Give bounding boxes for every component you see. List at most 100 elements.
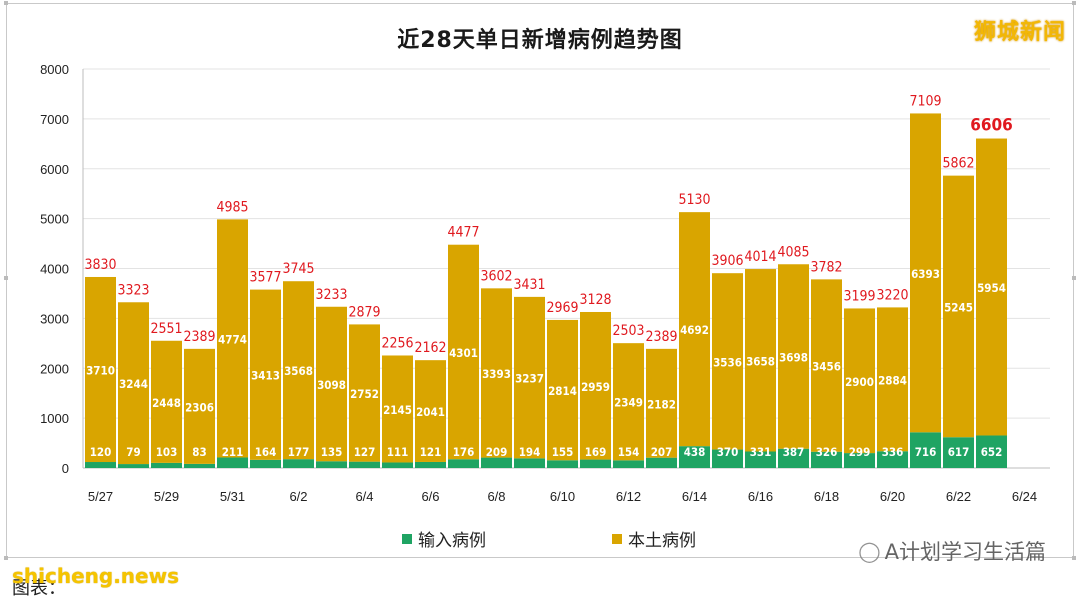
data-label-local: 2349: [614, 396, 643, 410]
data-label-imported: 716: [915, 445, 937, 459]
data-label-local: 3413: [251, 369, 280, 383]
data-label-imported: 370: [717, 445, 739, 459]
data-label-total: 3782: [810, 259, 842, 275]
bar-local: [976, 138, 1007, 436]
bar-imported: [448, 459, 479, 468]
bar-local: [217, 219, 248, 458]
data-label-local: 5245: [944, 300, 973, 314]
data-label-total: 6606: [970, 116, 1013, 136]
bar-local: [877, 307, 908, 452]
x-tick-label: 6/20: [880, 489, 905, 504]
data-label-imported: 617: [948, 445, 970, 459]
bar-imported: [580, 459, 611, 468]
bar-imported: [481, 457, 512, 468]
data-label-total: 7109: [909, 93, 941, 109]
data-label-total: 3431: [513, 277, 545, 293]
legend-item-local: 本土病例: [612, 526, 696, 551]
resize-handle[interactable]: [1072, 556, 1076, 560]
data-label-local: 3698: [779, 350, 808, 364]
bar-imported: [382, 462, 413, 468]
data-label-imported: 211: [222, 445, 244, 459]
bar-local: [679, 212, 710, 447]
bar-local: [316, 306, 347, 462]
data-label-total: 3830: [84, 257, 116, 273]
bar-local: [910, 113, 941, 433]
bar-imported: [646, 457, 677, 468]
bar-local: [151, 340, 182, 463]
y-tick-label: 5000: [40, 212, 69, 227]
data-label-local: 2884: [878, 373, 907, 387]
y-tick-label: 6000: [40, 162, 69, 177]
y-tick-label: 0: [62, 461, 69, 476]
resize-handle[interactable]: [4, 276, 8, 280]
data-label-imported: 331: [750, 445, 772, 459]
bar-imported: [745, 451, 776, 468]
data-label-total: 2162: [414, 340, 446, 356]
x-tick-label: 5/29: [154, 489, 179, 504]
bar-imported: [811, 451, 842, 468]
bar-imported: [679, 446, 710, 468]
bar-local: [943, 175, 974, 438]
x-tick-label: 5/27: [88, 489, 113, 504]
x-tick-label: 5/31: [220, 489, 245, 504]
resize-handle[interactable]: [1072, 276, 1076, 280]
x-tick-label: 6/22: [946, 489, 971, 504]
resize-handle[interactable]: [4, 556, 8, 560]
resize-handle[interactable]: [4, 1, 8, 5]
bar-imported: [85, 462, 116, 468]
data-label-local: 5954: [977, 281, 1006, 295]
bar-local: [415, 360, 446, 462]
bar-local: [382, 355, 413, 463]
data-label-total: 3323: [117, 282, 149, 298]
data-label-total: 3220: [876, 287, 908, 303]
wechat-account-label: A计划学习生活篇: [884, 540, 1046, 564]
bar-imported: [910, 432, 941, 468]
data-label-local: 4692: [680, 323, 709, 337]
data-label-total: 3128: [579, 292, 611, 308]
legend-swatch-local: [612, 533, 622, 544]
bar-imported: [151, 462, 182, 468]
data-label-local: 3710: [86, 363, 115, 377]
bar-imported: [217, 457, 248, 468]
data-label-imported: 336: [882, 445, 904, 459]
bar-local: [844, 308, 875, 454]
data-label-total: 2551: [150, 321, 182, 337]
data-label-total: 4085: [777, 244, 809, 260]
data-label-total: 3199: [843, 288, 875, 304]
data-label-imported: 194: [519, 445, 541, 459]
bar-imported: [877, 451, 908, 468]
data-label-total: 4985: [216, 199, 248, 215]
bar-local: [184, 348, 215, 464]
bar-imported: [184, 463, 215, 468]
legend-swatch-imported: [402, 533, 412, 544]
bar-local: [712, 273, 743, 450]
data-label-imported: 326: [816, 445, 838, 459]
bar-local: [778, 264, 809, 449]
legend-item-imported: 输入病例: [402, 526, 486, 551]
bar-local: [481, 288, 512, 458]
data-label-imported: 111: [387, 445, 409, 459]
data-label-local: 3568: [284, 364, 313, 378]
x-tick-label: 6/4: [355, 489, 373, 504]
bar-local: [85, 276, 116, 463]
legend-label-imported: 输入病例: [418, 531, 486, 551]
resize-handle[interactable]: [1072, 1, 1076, 5]
data-label-local: 3393: [482, 367, 511, 381]
data-label-total: 2503: [612, 323, 644, 339]
data-label-imported: 154: [618, 445, 640, 459]
y-tick-label: 1000: [40, 411, 69, 426]
data-label-total: 4477: [447, 225, 479, 241]
data-label-imported: 387: [783, 445, 805, 459]
data-label-local: 4774: [218, 332, 247, 346]
x-tick-label: 6/12: [616, 489, 641, 504]
data-label-local: 2306: [185, 400, 214, 414]
data-label-local: 2041: [416, 405, 445, 419]
chart-title: 近28天单日新增病例趋势图: [397, 28, 683, 53]
data-label-local: 2814: [548, 384, 577, 398]
data-label-imported: 209: [486, 445, 508, 459]
data-label-imported: 652: [981, 445, 1003, 459]
data-label-local: 2959: [581, 380, 610, 394]
bar-imported: [613, 460, 644, 468]
bar-imported: [712, 449, 743, 468]
